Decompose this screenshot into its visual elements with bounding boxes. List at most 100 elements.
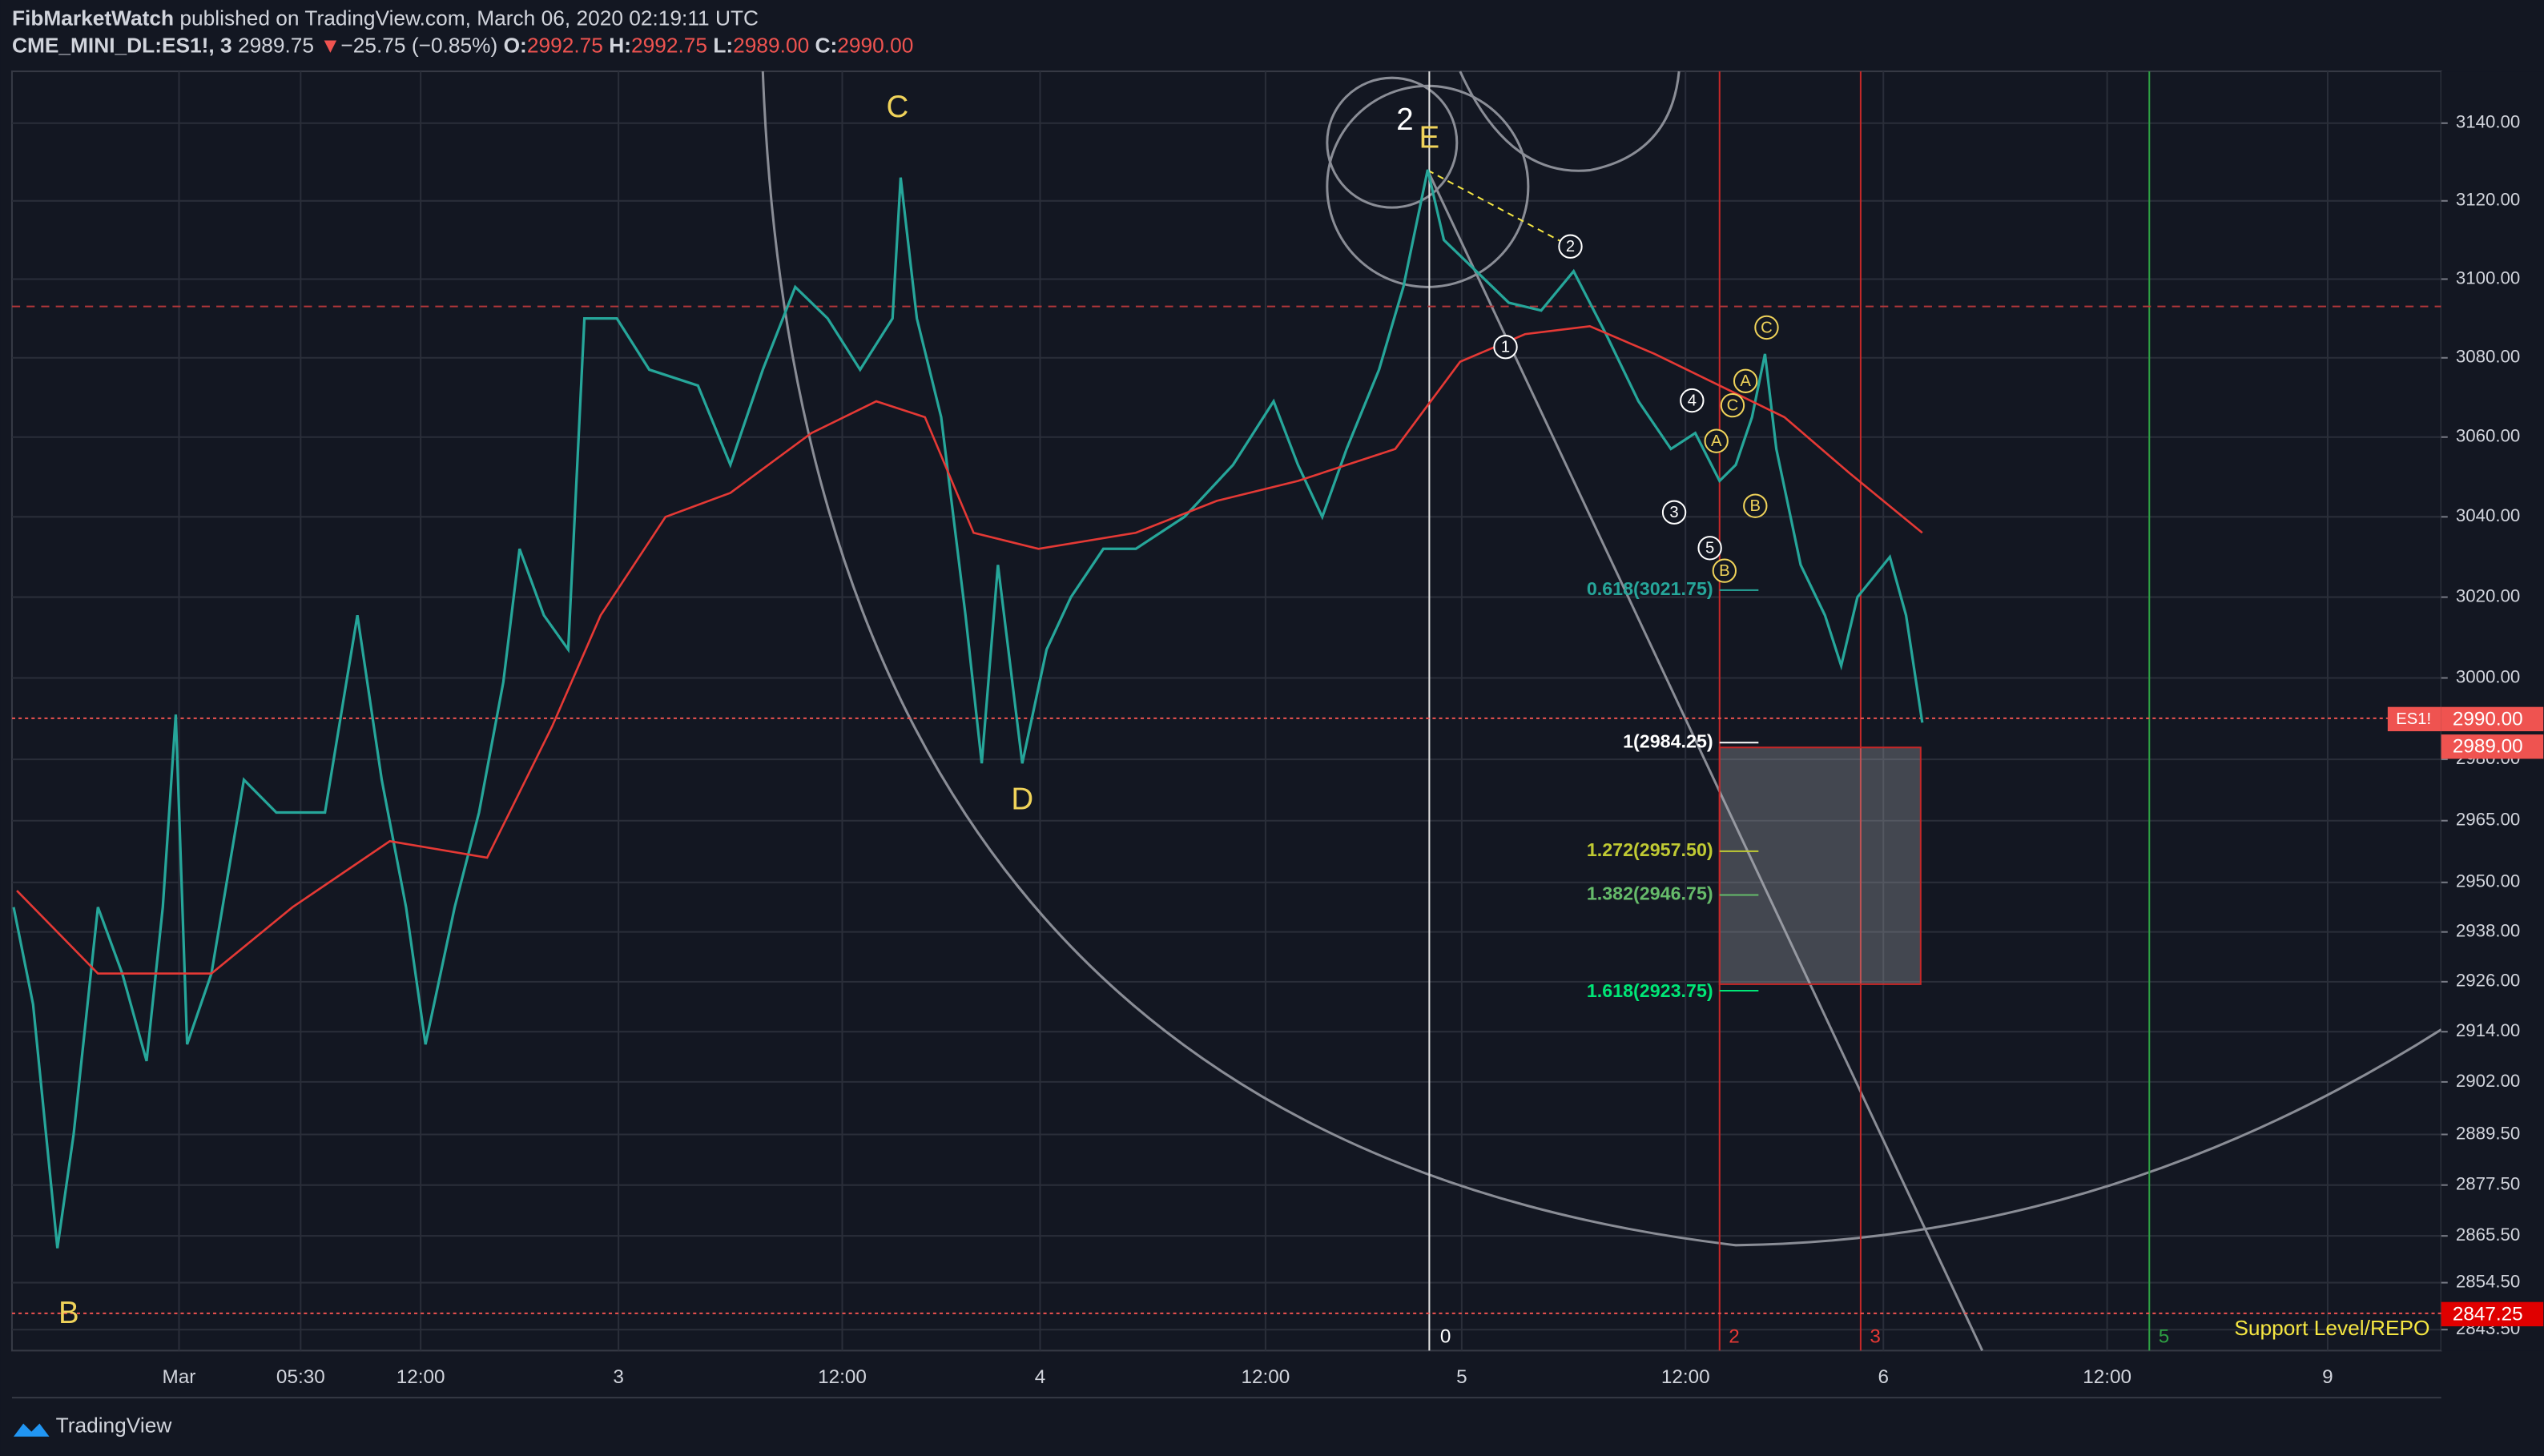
y-tick-label: 2926.00 <box>2456 971 2520 991</box>
time-marker: 2 <box>1729 1326 1740 1348</box>
x-tick-label: 05:30 <box>276 1366 325 1388</box>
logo <box>13 1423 50 1437</box>
fib-label: 1(2984.25) <box>1623 730 1713 751</box>
time-marker: 0 <box>1440 1326 1451 1348</box>
price-tag <box>2441 706 2544 732</box>
y-tick-label: 2965.00 <box>2456 810 2520 830</box>
wave-number: C <box>1761 319 1773 336</box>
fib-label: 1.618(2923.75) <box>1587 980 1713 1001</box>
fib-circle <box>1326 76 1459 209</box>
wave-label: E <box>1419 120 1440 155</box>
trend-line <box>1426 169 1984 1352</box>
x-tick-label: 5 <box>1456 1366 1467 1388</box>
y-tick-label: 2854.50 <box>2456 1271 2520 1291</box>
fib-label: 1.272(2957.50) <box>1587 839 1713 860</box>
wave-label: 2 <box>1396 103 1413 137</box>
target-box <box>1718 746 1922 985</box>
arrow: ▼ <box>320 34 340 58</box>
x-tick-label: 12:00 <box>1242 1366 1290 1388</box>
change: −25.75 (−0.85%) <box>340 34 497 58</box>
y-tick-label: 2914.00 <box>2456 1020 2520 1040</box>
price-tag-label: 2847.25 <box>2453 1303 2523 1325</box>
wave-circle <box>1697 536 1722 561</box>
fib-circle <box>1326 84 1530 288</box>
wave-label: D <box>1011 782 1033 816</box>
published: published on TradingView.com, March 06, … <box>179 6 759 30</box>
wave-number: A <box>1711 432 1722 450</box>
wave-number: 5 <box>1705 540 1714 557</box>
ohlc-value: 2990.00 <box>837 34 913 58</box>
time-marker: 5 <box>2159 1326 2170 1348</box>
y-tick-label: 3000.00 <box>2456 666 2520 686</box>
drawings <box>11 70 2442 1352</box>
symbol-line: CME_MINI_DL:ES1!, 3 2989.75 ▼−25.75 (−0.… <box>12 34 913 58</box>
fib-arc <box>1459 70 1681 172</box>
wave-number: A <box>1740 372 1751 390</box>
fib-label: 0.618(3021.75) <box>1587 578 1713 599</box>
x-tick-label: 9 <box>2322 1366 2333 1388</box>
wave-label: C <box>886 90 908 124</box>
fib-label: 1.382(2946.75) <box>1587 883 1713 904</box>
y-tick-label: 3140.00 <box>2456 112 2520 132</box>
price-line <box>12 169 1924 1249</box>
wave-number: C <box>1727 396 1739 414</box>
wave-number: 3 <box>1669 504 1678 521</box>
ohlc-label: O: <box>504 34 527 58</box>
ohlc-label: H: <box>609 34 631 58</box>
y-tick-label: 3120.00 <box>2456 190 2520 210</box>
y-tick-label: 3100.00 <box>2456 267 2520 288</box>
ohlc-label: L: <box>713 34 733 58</box>
x-tick-label: 6 <box>1878 1366 1889 1388</box>
y-tick-label: 2889.50 <box>2456 1123 2520 1143</box>
price-tag-label: 2989.00 <box>2453 736 2523 758</box>
price-line <box>16 324 1923 975</box>
wave-circle <box>1720 392 1745 418</box>
trend-line <box>1427 169 1571 247</box>
y-tick-label: 2938.00 <box>2456 921 2520 941</box>
wave-number: 2 <box>1566 238 1575 255</box>
wave-circle <box>1754 315 1779 340</box>
ohlc-value: 2992.75 <box>527 34 603 58</box>
time-marker: 3 <box>1870 1326 1881 1348</box>
y-tick-label: 3080.00 <box>2456 347 2520 367</box>
x-tick-label: 3 <box>613 1366 624 1388</box>
symbol-tag <box>2387 706 2441 732</box>
author: FibMarketWatch <box>12 6 174 30</box>
annotations: C D B 2 E 0.618(3021.75) 1(2984.25) 1.27… <box>58 90 2429 1348</box>
wave-circle <box>1661 500 1687 525</box>
wave-circle <box>1704 428 1729 453</box>
y-tick-label: 3020.00 <box>2456 585 2520 605</box>
x-tick-label: 12:00 <box>2083 1366 2131 1388</box>
wave-circle <box>1733 368 1758 393</box>
ohlc-value: 2989.00 <box>733 34 809 58</box>
footer-brand[interactable]: TradingView <box>56 1414 173 1438</box>
support-label: Support Level/REPO <box>2234 1316 2429 1340</box>
y-tick-label: 2950.00 <box>2456 871 2520 891</box>
price-tag <box>2441 734 2544 759</box>
wave-circle <box>1493 335 1518 360</box>
wave-circle <box>1743 493 1768 518</box>
wave-label: B <box>58 1296 79 1330</box>
x-tick-label: Mar <box>163 1366 196 1388</box>
y-tick-label: 3060.00 <box>2456 426 2520 446</box>
wave-number: 4 <box>1688 392 1697 409</box>
y-tick-label: 2877.50 <box>2456 1174 2520 1194</box>
last: 2989.75 <box>238 34 314 58</box>
y-tick-label: 2902.00 <box>2456 1071 2520 1091</box>
wave-circle <box>1558 234 1583 259</box>
wave-number: 1 <box>1501 339 1510 356</box>
fib-arc <box>761 71 2442 1247</box>
symbol-tag-label: ES1! <box>2396 710 2431 728</box>
x-tick-label: 12:00 <box>1661 1366 1710 1388</box>
wave-circle <box>1680 388 1705 413</box>
symbol: CME_MINI_DL:ES1!, 3 <box>12 34 232 58</box>
wave-number: B <box>1750 497 1761 515</box>
x-tick-label: 12:00 <box>396 1366 445 1388</box>
x-tick-label: 4 <box>1035 1366 1046 1388</box>
y-tick-label: 2865.50 <box>2456 1225 2520 1245</box>
wave-circle <box>1712 558 1737 583</box>
wave-number: B <box>1719 562 1730 580</box>
header-line: FibMarketWatch published on TradingView.… <box>12 6 759 30</box>
